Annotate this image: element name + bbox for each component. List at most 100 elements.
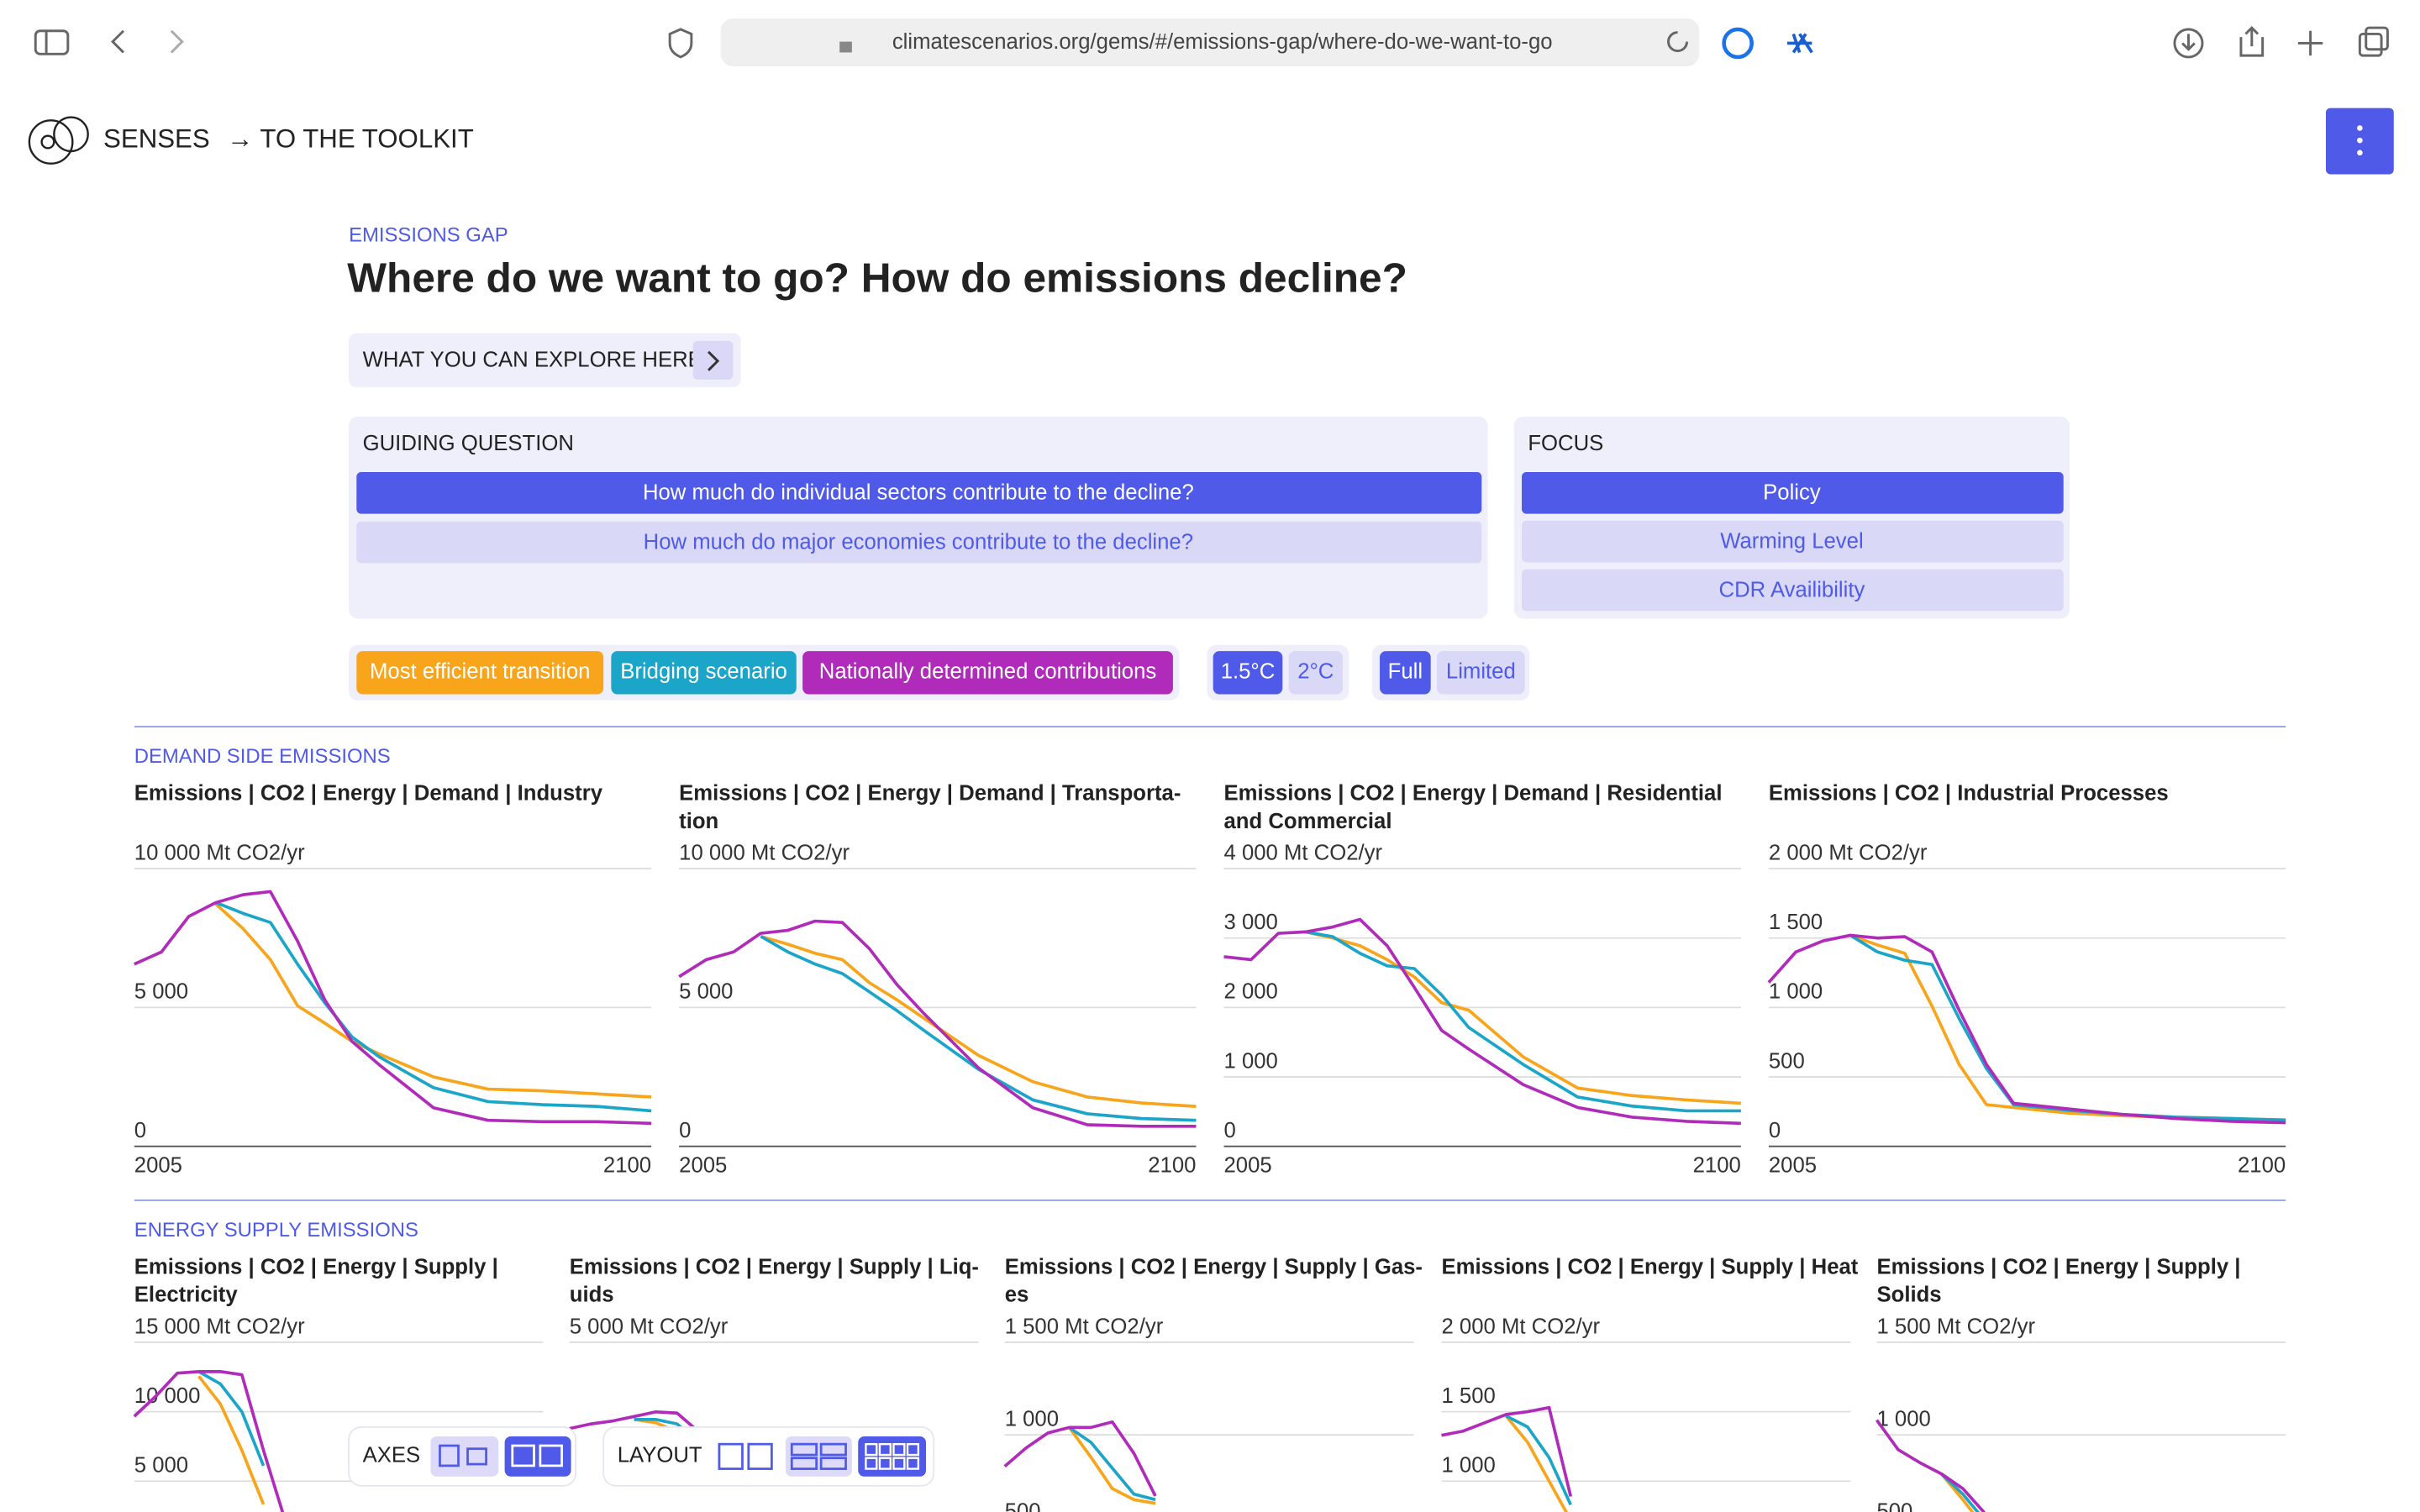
- logo[interactable]: [28, 116, 89, 165]
- y-tick-label: 1 000: [1876, 1408, 1930, 1431]
- chart: Emissions | CO2 | Energy | Demand | Tran…: [678, 782, 1197, 1177]
- cdr-chip[interactable]: [1437, 651, 1525, 695]
- series-line: [1875, 1419, 1986, 1512]
- layout-option[interactable]: [785, 1436, 852, 1477]
- chart-title: Emissions | CO2 | Energy | Demand | Tran…: [679, 782, 1181, 806]
- chart-title: Emissions | CO2 | Energy | Demand | Resi…: [1224, 782, 1723, 806]
- series-line: [134, 890, 652, 1126]
- cdr-chip-label: Limited: [1446, 660, 1516, 684]
- y-tick-label: 0: [134, 1119, 146, 1142]
- chart-title: and Commercial: [1224, 810, 1392, 833]
- browser-toolbar: [34, 18, 2389, 66]
- chart: Emissions | CO2 | Industrial Processes 0 5…: [1767, 782, 2286, 1177]
- y-tick-label: 3 000: [1224, 911, 1278, 934]
- question-option[interactable]: [356, 521, 1482, 564]
- layout-option[interactable]: [713, 1436, 778, 1477]
- warming-chip-label: 1.5°C: [1221, 660, 1276, 684]
- series-line: [1505, 1414, 1572, 1506]
- warming-chip[interactable]: [1288, 651, 1343, 695]
- series-line: [1068, 1425, 1156, 1502]
- x-tick-label: 2005: [1224, 1153, 1272, 1177]
- y-tick-label: 1 500: [1442, 1384, 1496, 1408]
- extension-icon[interactable]: [1786, 33, 1813, 54]
- y-tick-label: 500: [1769, 1049, 1805, 1073]
- focus-label: FOCUS: [1528, 432, 1603, 455]
- scenario-chip[interactable]: [356, 651, 604, 695]
- chart-title: tion: [679, 810, 718, 833]
- y-tick-label: 2 000: [1224, 980, 1278, 1004]
- series-line: [1767, 933, 2286, 1125]
- y-tick-label: 0: [1224, 1119, 1236, 1142]
- question-option-label: How much do major economies contribute t…: [644, 530, 1193, 554]
- y-tick-label: 2 000 Mt CO2/yr: [1442, 1315, 1601, 1338]
- series-line: [215, 900, 652, 1113]
- back-icon[interactable]: [111, 29, 124, 54]
- chart-title: Emissions | CO2 | Energy | Supply |: [134, 1256, 498, 1279]
- focus-option[interactable]: [1522, 569, 2064, 612]
- focus-option[interactable]: [1522, 520, 2064, 563]
- warming-chip[interactable]: [1213, 651, 1283, 695]
- layout-label: LAYOUT: [618, 1444, 702, 1467]
- reload-icon[interactable]: [1667, 31, 1689, 53]
- y-tick-label: 500: [1005, 1500, 1041, 1512]
- chart-title: Emissions | CO2 | Energy | Supply | Gas-: [1005, 1256, 1423, 1279]
- tabs-icon-back: [2365, 26, 2389, 51]
- url-text: climatescenarios.org/gems/#/emissions-ga…: [892, 30, 1553, 54]
- y-tick-label: 1 000: [1224, 1049, 1278, 1073]
- x-tick-label: 2100: [603, 1153, 651, 1177]
- y-tick-label: 1 500 Mt CO2/yr: [1005, 1315, 1164, 1338]
- url-bar[interactable]: [720, 18, 1700, 66]
- explore-arrow-box: [692, 340, 734, 380]
- scenario-chip-label: Nationally determined contributions: [819, 660, 1156, 684]
- y-tick-label: 5 000: [134, 1454, 188, 1478]
- explore-button[interactable]: [349, 333, 741, 388]
- scenario-chip[interactable]: [611, 651, 797, 695]
- page-title: Where do we want to go? How do emissions…: [347, 254, 1407, 301]
- layout-option-selected[interactable]: [858, 1436, 927, 1477]
- series-line: [1305, 930, 1741, 1105]
- series-line: [1305, 930, 1741, 1113]
- shield-icon[interactable]: [668, 28, 693, 59]
- y-tick-label: 15 000 Mt CO2/yr: [134, 1315, 305, 1338]
- chart-title: Emissions | CO2 | Industrial Processes: [1769, 782, 2169, 806]
- focus-option-label: CDR Availibility: [1719, 578, 1865, 601]
- series-line: [1003, 1420, 1157, 1497]
- chart: Emissions | CO2 | Energy | Supply | Solid…: [1875, 1256, 2286, 1512]
- new-tab-icon[interactable]: [2297, 30, 2323, 56]
- share-icon[interactable]: [2239, 25, 2265, 57]
- cdr-chip[interactable]: [1380, 651, 1431, 695]
- x-tick-label: 2005: [1769, 1153, 1817, 1177]
- cdr-chip-label: Full: [1388, 660, 1423, 684]
- series-line: [133, 1370, 285, 1512]
- scenario-chip[interactable]: [802, 651, 1173, 695]
- floating-toolbar: AXES LAYOUT: [348, 1426, 935, 1487]
- series-line: [1068, 1426, 1156, 1505]
- password-extension-icon[interactable]: [1722, 27, 1754, 60]
- question-option[interactable]: [356, 472, 1482, 514]
- y-tick-label: 10 000: [134, 1384, 201, 1408]
- explore-label: WHAT YOU CAN EXPLORE HERE: [363, 349, 702, 372]
- series-line: [1441, 1405, 1573, 1497]
- logo-text[interactable]: SENSES: [103, 123, 210, 153]
- toolkit-link[interactable]: → TO THE TOOLKIT: [227, 123, 474, 153]
- y-tick-label: 10 000 Mt CO2/yr: [134, 841, 305, 864]
- focus-option-label: Warming Level: [1720, 529, 1863, 553]
- menu-dots: [2357, 125, 2363, 156]
- series-line: [760, 935, 1197, 1122]
- y-tick-label: 10 000 Mt CO2/yr: [679, 841, 850, 864]
- scenario-chip-label: Most efficient transition: [370, 660, 590, 684]
- chart: Emissions | CO2 | Energy | Supply | Elect…: [133, 1256, 544, 1512]
- warming-chip-label: 2°C: [1297, 660, 1334, 684]
- focus-option[interactable]: [1522, 472, 2064, 514]
- y-tick-label: 5 000 Mt CO2/yr: [570, 1315, 729, 1338]
- chart: Emissions | CO2 | Energy | Demand | Indu…: [134, 782, 652, 1177]
- sidebar-icon[interactable]: [34, 29, 70, 55]
- tabs-icon[interactable]: [2358, 32, 2383, 57]
- chart-title: Emissions | CO2 | Energy | Supply |: [1876, 1256, 2240, 1279]
- series-line: [1504, 1415, 1569, 1512]
- chart: Emissions | CO2 | Energy | Supply | Heat…: [1441, 1256, 1859, 1512]
- x-tick-label: 2005: [679, 1153, 727, 1177]
- y-tick-label: 2 000 Mt CO2/yr: [1769, 841, 1928, 864]
- forward-icon[interactable]: [170, 29, 184, 54]
- downloads-icon[interactable]: [2173, 28, 2204, 59]
